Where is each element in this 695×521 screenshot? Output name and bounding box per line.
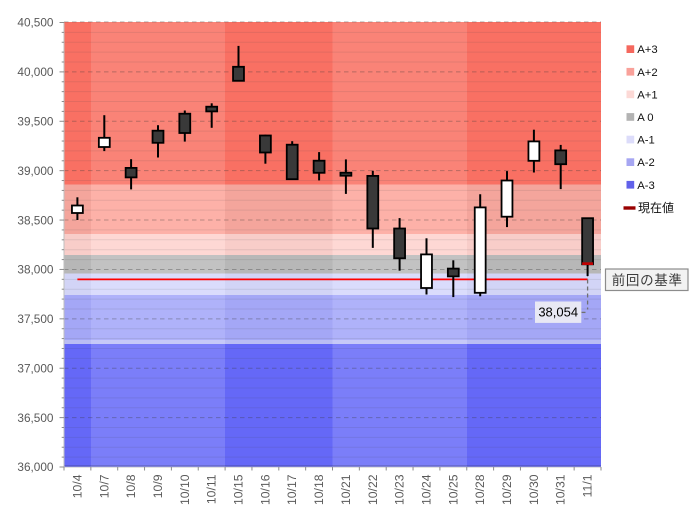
svg-text:39,000: 39,000 bbox=[17, 164, 54, 178]
svg-text:A-3: A-3 bbox=[637, 180, 655, 192]
svg-text:A-1: A-1 bbox=[637, 135, 655, 147]
svg-text:36,500: 36,500 bbox=[17, 411, 54, 425]
svg-text:10/23: 10/23 bbox=[393, 474, 407, 505]
svg-text:38,500: 38,500 bbox=[17, 213, 54, 227]
svg-text:10/30: 10/30 bbox=[527, 474, 541, 505]
svg-text:10/21: 10/21 bbox=[339, 474, 353, 505]
svg-text:39,500: 39,500 bbox=[17, 115, 54, 129]
svg-text:10/7: 10/7 bbox=[97, 474, 111, 498]
svg-text:10/8: 10/8 bbox=[124, 474, 138, 498]
svg-text:10/29: 10/29 bbox=[500, 474, 514, 505]
svg-text:10/17: 10/17 bbox=[285, 474, 299, 505]
svg-text:37,000: 37,000 bbox=[17, 361, 54, 375]
svg-text:10/24: 10/24 bbox=[420, 474, 434, 505]
svg-text:11/1: 11/1 bbox=[581, 474, 595, 497]
svg-text:38,054: 38,054 bbox=[538, 305, 578, 320]
svg-text:10/22: 10/22 bbox=[366, 474, 380, 505]
svg-text:10/28: 10/28 bbox=[473, 474, 487, 505]
svg-text:40,500: 40,500 bbox=[17, 16, 54, 30]
svg-text:前回の基準: 前回の基準 bbox=[612, 272, 683, 288]
svg-text:36,000: 36,000 bbox=[17, 460, 54, 474]
svg-text:A-2: A-2 bbox=[637, 157, 655, 169]
svg-text:10/9: 10/9 bbox=[151, 474, 165, 498]
svg-text:10/25: 10/25 bbox=[446, 474, 460, 505]
svg-text:10/31: 10/31 bbox=[554, 474, 568, 505]
svg-text:10/15: 10/15 bbox=[232, 474, 246, 505]
svg-text:A+1: A+1 bbox=[637, 89, 657, 101]
svg-text:10/10: 10/10 bbox=[178, 474, 192, 505]
svg-text:10/18: 10/18 bbox=[312, 474, 326, 505]
svg-text:現在値: 現在値 bbox=[638, 200, 674, 215]
svg-text:10/16: 10/16 bbox=[258, 474, 272, 505]
svg-text:10/11: 10/11 bbox=[205, 474, 219, 504]
svg-text:A+2: A+2 bbox=[637, 67, 657, 79]
svg-text:10/4: 10/4 bbox=[70, 474, 84, 498]
svg-text:A+3: A+3 bbox=[637, 44, 657, 56]
svg-text:A 0: A 0 bbox=[637, 112, 653, 124]
svg-text:37,500: 37,500 bbox=[17, 312, 54, 326]
svg-text:40,000: 40,000 bbox=[17, 65, 54, 79]
svg-text:38,000: 38,000 bbox=[17, 263, 54, 277]
